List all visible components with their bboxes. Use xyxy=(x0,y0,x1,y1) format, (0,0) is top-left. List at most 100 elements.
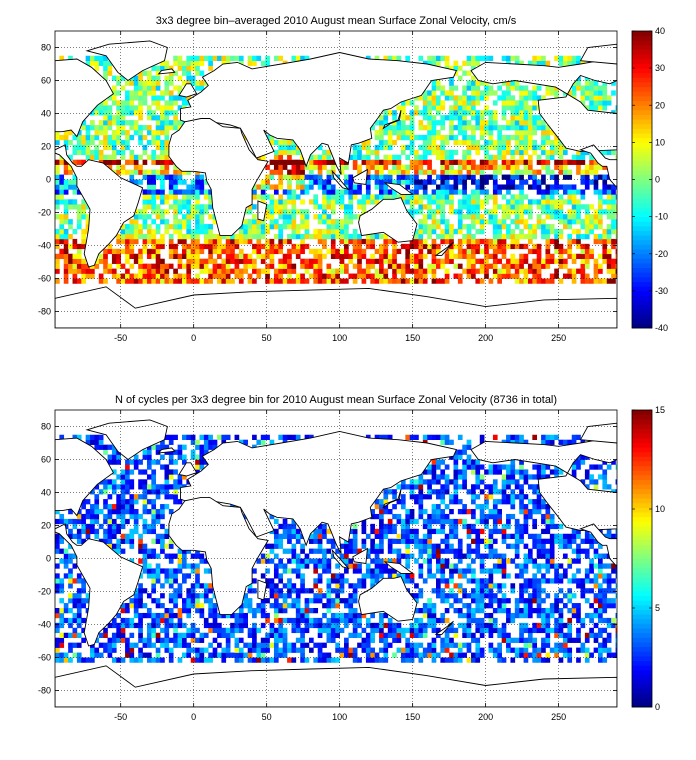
heatmap-bin xyxy=(440,637,446,643)
heatmap-bin xyxy=(598,603,603,609)
heatmap-bin xyxy=(479,110,485,116)
heatmap-bin xyxy=(125,647,130,653)
heatmap-bin xyxy=(361,583,367,589)
heatmap-bin xyxy=(370,652,375,658)
heatmap-bin xyxy=(295,248,301,255)
heatmap-bin xyxy=(308,558,314,564)
heatmap-bin xyxy=(466,100,472,106)
heatmap-bin xyxy=(501,154,507,160)
heatmap-bin xyxy=(291,622,297,629)
heatmap-bin xyxy=(584,209,590,215)
heatmap-bin xyxy=(344,598,349,604)
heatmap-bin xyxy=(593,105,599,111)
heatmap-bin xyxy=(155,159,161,165)
heatmap-bin xyxy=(440,238,446,245)
heatmap-bin xyxy=(379,268,384,274)
heatmap-bin xyxy=(370,278,375,284)
heatmap-bin xyxy=(519,199,524,205)
heatmap-bin xyxy=(234,612,240,619)
heatmap-bin xyxy=(506,224,511,230)
heatmap-bin xyxy=(519,204,524,210)
heatmap-bin xyxy=(291,189,297,195)
heatmap-bin xyxy=(418,154,424,160)
heatmap-bin xyxy=(422,268,428,274)
heatmap-bin xyxy=(173,622,178,629)
heatmap-bin xyxy=(182,189,187,195)
heatmap-bin xyxy=(484,125,489,131)
heatmap-bin xyxy=(63,159,69,165)
heatmap-bin xyxy=(111,75,117,81)
heatmap-bin xyxy=(111,642,117,648)
heatmap-bin xyxy=(554,184,559,190)
heatmap-bin xyxy=(199,224,205,230)
heatmap-bin xyxy=(492,553,498,559)
heatmap-bin xyxy=(440,598,446,604)
heatmap-bin xyxy=(435,632,441,638)
heatmap-bin xyxy=(199,85,205,91)
heatmap-bin xyxy=(527,184,533,190)
heatmap-bin xyxy=(549,194,555,200)
heatmap-bin xyxy=(453,528,459,535)
heatmap-bin xyxy=(287,583,292,589)
heatmap-bin xyxy=(370,612,375,619)
heatmap-bin xyxy=(514,563,520,569)
heatmap-bin xyxy=(129,100,135,106)
heatmap-bin xyxy=(466,553,472,559)
heatmap-bin xyxy=(120,144,126,151)
heatmap-bin xyxy=(440,642,446,648)
heatmap-bin xyxy=(405,523,411,530)
heatmap-bin xyxy=(589,204,594,210)
heatmap-bin xyxy=(427,548,432,554)
heatmap-bin xyxy=(611,652,616,658)
heatmap-bin xyxy=(584,229,590,235)
heatmap-bin xyxy=(387,558,393,564)
heatmap-bin xyxy=(554,233,559,240)
heatmap-bin xyxy=(422,558,428,564)
heatmap-bin xyxy=(238,647,244,653)
heatmap-bin xyxy=(313,263,319,269)
heatmap-bin xyxy=(59,224,65,230)
heatmap-bin xyxy=(475,622,481,629)
heatmap-bin xyxy=(414,627,419,634)
heatmap-bin xyxy=(580,219,586,225)
heatmap-bin xyxy=(418,179,424,185)
heatmap-bin xyxy=(103,105,108,111)
heatmap-bin xyxy=(76,243,82,250)
heatmap-bin xyxy=(418,229,424,235)
heatmap-bin xyxy=(116,258,121,264)
heatmap-bin xyxy=(155,258,161,264)
heatmap-bin xyxy=(510,55,516,61)
heatmap-bin xyxy=(361,578,367,584)
heatmap-bin xyxy=(256,253,262,259)
heatmap-bin xyxy=(409,130,415,136)
heatmap-bin xyxy=(203,238,209,245)
heatmap-bin xyxy=(379,179,384,185)
heatmap-bin xyxy=(138,263,143,269)
heatmap-bin xyxy=(453,169,459,175)
heatmap-bin xyxy=(562,533,568,539)
heatmap-bin xyxy=(146,573,152,579)
heatmap-bin xyxy=(379,253,384,259)
heatmap-bin xyxy=(330,194,336,200)
heatmap-bin xyxy=(177,273,183,279)
heatmap-bin xyxy=(138,80,143,86)
heatmap-bin xyxy=(580,154,586,160)
heatmap-bin xyxy=(260,253,266,259)
heatmap-bin xyxy=(107,523,113,530)
heatmap-bin xyxy=(506,199,511,205)
heatmap-bin xyxy=(466,70,472,76)
heatmap-bin xyxy=(602,657,608,663)
heatmap-bin xyxy=(190,238,196,245)
heatmap-bin xyxy=(497,258,502,264)
heatmap-bin xyxy=(151,583,157,589)
heatmap-bin xyxy=(247,209,253,215)
heatmap-bin xyxy=(365,263,371,269)
heatmap-bin xyxy=(221,55,227,61)
heatmap-bin xyxy=(76,209,82,215)
heatmap-bin xyxy=(94,105,100,111)
heatmap-bin xyxy=(418,199,424,205)
heatmap-bin xyxy=(182,553,187,559)
heatmap-bin xyxy=(111,632,117,638)
heatmap-bin xyxy=(584,573,590,579)
heatmap-bin xyxy=(519,573,524,579)
